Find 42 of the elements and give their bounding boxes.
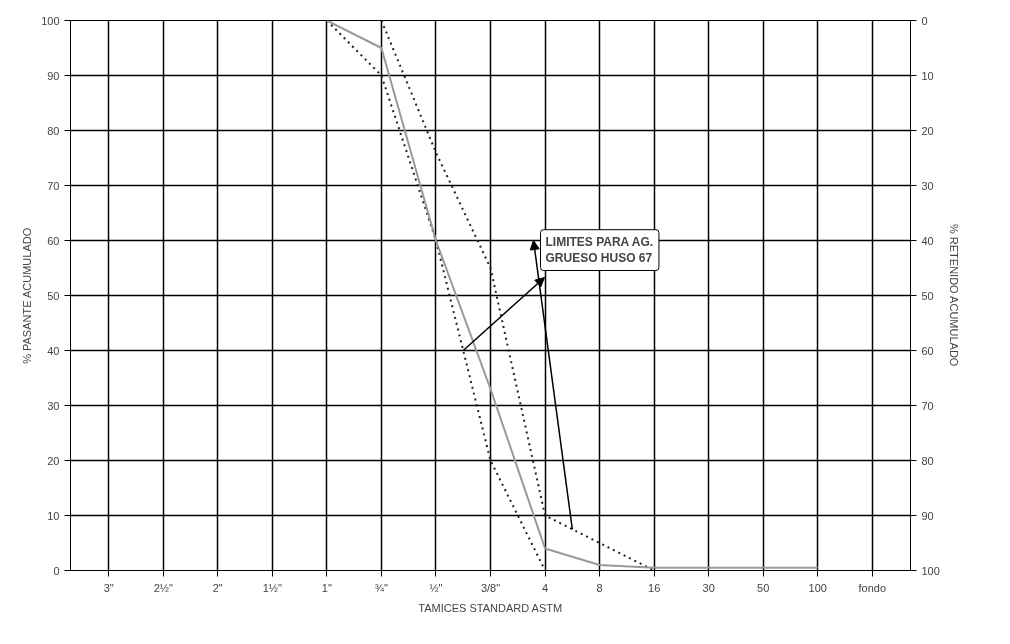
y2-tick-label: 100 <box>921 564 940 577</box>
x-tick-label: 50 <box>757 581 770 594</box>
y2-tick-label: 60 <box>921 344 934 357</box>
x-tick-label: fondo <box>858 581 887 594</box>
y-tick-label: 10 <box>47 509 60 522</box>
y-tick-label: 80 <box>47 124 60 137</box>
y-tick-label: 20 <box>47 454 60 467</box>
x-tick-label: 3" <box>103 581 114 594</box>
x-tick-label: 1½" <box>262 581 283 594</box>
y2-tick-label: 30 <box>921 179 934 192</box>
x-tick-label: 2½" <box>153 581 173 594</box>
line-series <box>325 20 819 569</box>
annotation: LIMITES PARA AG. GRUESO HUSO 67 <box>545 234 654 266</box>
y2-axis-title: % RETENIDO ACUMULADO <box>947 223 960 367</box>
x-axis-title: TAMICES STANDARD ASTM <box>418 601 563 614</box>
x-tick-label: 30 <box>702 581 715 594</box>
y-tick-label: 50 <box>47 289 60 302</box>
x-tick-label: 16 <box>648 581 661 594</box>
y2-tick-label: 50 <box>921 289 934 302</box>
x-tick-label: 2" <box>212 581 223 594</box>
y2-tick-label: 0 <box>921 14 928 27</box>
y-axis-title: % PASANTE ACUMULADO <box>21 227 34 364</box>
y2-tick-label: 80 <box>921 454 934 467</box>
y2-tick-label: 90 <box>921 509 934 522</box>
x-tick-label: 1" <box>321 581 332 594</box>
y-tick-label: 70 <box>47 179 60 192</box>
x-tick-label: ¾" <box>374 581 389 594</box>
y-tick-label: 30 <box>47 399 60 412</box>
y-tick-label: 90 <box>47 69 60 82</box>
y2-tick-label: 20 <box>921 124 934 137</box>
x-tick-label: 8 <box>596 581 603 594</box>
y-tick-label: 100 <box>41 14 60 27</box>
y2-tick-label: 40 <box>921 234 934 247</box>
x-tick-label: 4 <box>541 581 549 594</box>
y2-tick-label: 10 <box>921 69 934 82</box>
x-tick-label: 100 <box>808 581 827 594</box>
y-tick-label: 40 <box>47 344 60 357</box>
y-tick-label: 0 <box>53 564 60 577</box>
y-tick-label: 60 <box>47 234 60 247</box>
x-tick-label: ½" <box>429 581 443 594</box>
y2-tick-label: 70 <box>921 399 934 412</box>
x-tick-label: 3/8" <box>480 581 501 594</box>
